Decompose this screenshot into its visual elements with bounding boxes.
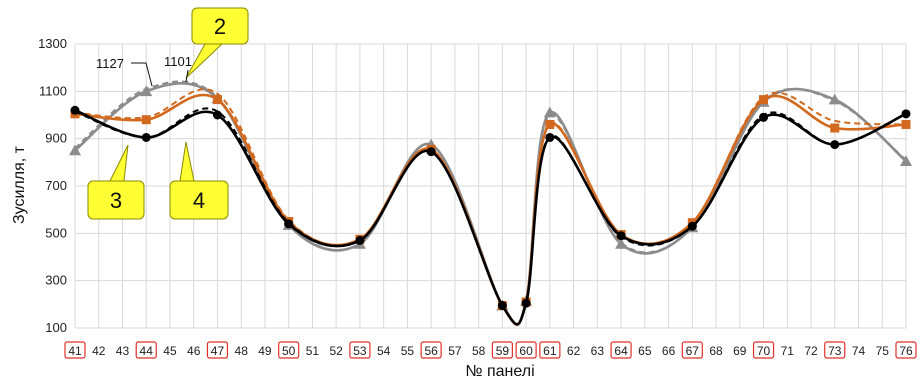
data-point bbox=[69, 144, 81, 156]
annotations: 2 3 4 1127 1101 bbox=[87, 7, 249, 220]
callout-label: 3 bbox=[110, 188, 122, 213]
x-tick-label: 60 bbox=[519, 344, 533, 358]
x-tick-highlight-box bbox=[752, 341, 775, 359]
x-tick-label: 63 bbox=[591, 344, 605, 358]
x-tick-label: 59 bbox=[496, 344, 510, 358]
x-tick-label: 74 bbox=[852, 344, 866, 358]
data-point bbox=[212, 110, 222, 120]
x-tick-highlight-box bbox=[420, 341, 442, 359]
y-tick-label: 300 bbox=[45, 273, 67, 288]
x-tick-label: 47 bbox=[211, 344, 225, 358]
data-point bbox=[830, 123, 840, 133]
x-tick-highlight-box bbox=[278, 341, 300, 359]
x-tick-label: 52 bbox=[329, 344, 343, 358]
data-point bbox=[759, 95, 769, 105]
x-tick-label: 64 bbox=[614, 344, 628, 358]
leader-label-1101: 1101 bbox=[164, 54, 192, 69]
y-tick-label: 700 bbox=[45, 178, 67, 193]
x-tick-label: 76 bbox=[899, 344, 913, 358]
series-line bbox=[74, 107, 907, 326]
y-tick-label: 900 bbox=[45, 131, 67, 146]
x-tick-label: 41 bbox=[68, 344, 82, 358]
x-axis-title: № панелі bbox=[465, 363, 534, 380]
x-tick-highlight-box bbox=[824, 341, 846, 359]
callout-pointer bbox=[179, 141, 195, 182]
y-tick-label: 1100 bbox=[39, 83, 67, 98]
data-point bbox=[212, 95, 222, 105]
data-point bbox=[900, 155, 912, 166]
x-tick-label: 55 bbox=[401, 344, 415, 358]
leader-line bbox=[131, 62, 153, 87]
callout-box bbox=[87, 180, 145, 220]
callout-label: 4 bbox=[193, 188, 205, 213]
x-tick-label: 71 bbox=[781, 344, 795, 358]
x-tick-highlight-box bbox=[515, 341, 537, 359]
y-tick-label: 100 bbox=[45, 320, 67, 335]
callout-pointer bbox=[109, 144, 129, 182]
data-point bbox=[901, 119, 911, 129]
x-tick-highlight-box bbox=[349, 341, 371, 359]
x-tick-label: 67 bbox=[686, 344, 700, 358]
callout-2: 2 bbox=[185, 7, 249, 79]
x-tick-highlight-box bbox=[681, 341, 703, 359]
y-axis-ticks: 100 300 500 700 900 1100 1300 bbox=[38, 36, 67, 335]
y-tick-label: 1300 bbox=[38, 36, 67, 51]
leader-label-1127: 1127 bbox=[96, 56, 124, 71]
x-tick-highlight-box bbox=[610, 341, 632, 359]
callout-4: 4 bbox=[169, 141, 229, 220]
x-tick-label: 53 bbox=[353, 344, 367, 358]
x-tick-label: 51 bbox=[306, 344, 320, 358]
x-tick-label: 43 bbox=[116, 344, 130, 358]
x-tick-label: 46 bbox=[187, 344, 201, 358]
x-tick-label: 62 bbox=[567, 344, 581, 358]
data-point bbox=[141, 132, 151, 142]
data-point bbox=[140, 85, 153, 97]
series-layer bbox=[69, 80, 912, 327]
x-tick-label: 73 bbox=[828, 344, 842, 358]
x-tick-label: 50 bbox=[282, 344, 296, 358]
x-tick-label: 48 bbox=[235, 344, 249, 358]
x-tick-highlight-box bbox=[135, 341, 157, 359]
callout-label: 2 bbox=[214, 14, 226, 39]
x-tick-label: 49 bbox=[258, 344, 272, 358]
x-axis-ticks: 41 42 43 44 45 46 47 48 49 50 51 52 53 54 55 56 57 58 59 60… bbox=[64, 341, 917, 359]
x-tick-label: 45 bbox=[163, 344, 177, 358]
data-point bbox=[759, 112, 769, 122]
x-tick-highlight-box bbox=[206, 341, 229, 359]
x-tick-label: 70 bbox=[757, 344, 771, 358]
x-tick-label: 54 bbox=[377, 344, 391, 358]
callout-3: 3 bbox=[87, 144, 145, 220]
x-tick-label: 66 bbox=[662, 344, 676, 358]
x-tick-label: 69 bbox=[733, 344, 747, 358]
x-tick-label: 68 bbox=[709, 344, 723, 358]
x-tick-label: 44 bbox=[140, 344, 154, 358]
x-tick-highlight-box bbox=[491, 341, 513, 359]
y-axis-title: Зусилля, т bbox=[11, 145, 28, 224]
callout-box bbox=[191, 7, 249, 45]
leader-line bbox=[185, 69, 189, 83]
x-tick-label: 75 bbox=[876, 344, 890, 358]
x-tick-label: 58 bbox=[472, 344, 486, 358]
data-point bbox=[141, 115, 151, 125]
x-tick-highlight-box bbox=[895, 341, 917, 359]
callout-box bbox=[169, 180, 229, 220]
data-point bbox=[284, 219, 294, 229]
x-tick-highlight-box bbox=[539, 341, 561, 359]
x-tick-label: 42 bbox=[92, 344, 106, 358]
x-tick-label: 72 bbox=[804, 344, 818, 358]
x-tick-label: 57 bbox=[448, 344, 462, 358]
x-tick-highlight-box bbox=[64, 341, 86, 359]
x-tick-label: 56 bbox=[424, 344, 438, 358]
x-tick-label: 65 bbox=[638, 344, 652, 358]
y-tick-label: 500 bbox=[45, 225, 67, 240]
data-point bbox=[545, 119, 555, 129]
x-tick-label: 61 bbox=[543, 344, 557, 358]
